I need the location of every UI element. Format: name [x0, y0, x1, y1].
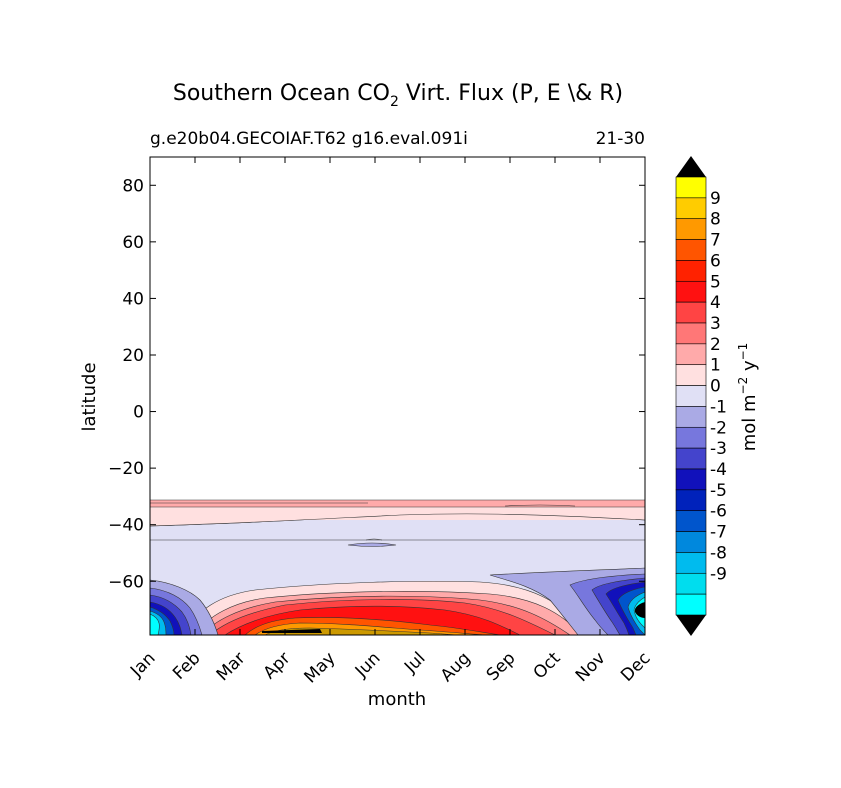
colorbar-tick-label: -9 [710, 564, 727, 584]
x-tick-label: Sep [483, 648, 520, 685]
y-axis: 80 60 40 20 0 −20 −40 −60 [108, 176, 645, 592]
colorbar-swatch [675, 343, 707, 366]
colorbar-tick-label: 7 [710, 231, 721, 251]
contour-small-jun [347, 542, 397, 547]
band-1-pos [150, 499, 645, 508]
colorbar-swatch [675, 322, 707, 345]
x-tick-label: Mar [213, 648, 250, 685]
contour-small-sep [504, 504, 576, 507]
band-0-pos-wave [150, 505, 645, 527]
x-tick-label: May [301, 648, 340, 687]
colorbar-tick-label: -7 [710, 523, 727, 543]
colorbar-tick-label: 6 [710, 251, 721, 271]
colorbar-extend-min [676, 615, 706, 636]
x-tick-label: Nov [572, 648, 610, 686]
y-tick-label: −40 [108, 516, 144, 536]
colorbar-tick-label: 3 [710, 314, 721, 334]
x-tick-label: Feb [169, 648, 204, 683]
chart-title: Southern Ocean CO2 Virt. Flux (P, E \& R… [173, 81, 623, 110]
colorbar-swatch [675, 239, 707, 261]
y-tick-label: 80 [122, 176, 144, 196]
colorbar-tick-label: 5 [710, 272, 721, 292]
colorbar-swatch [675, 197, 707, 220]
subtitle-right: 21-30 [596, 129, 645, 149]
x-axis-label: month [368, 689, 426, 710]
colorbar-tick-label: 1 [710, 356, 721, 376]
y-tick-label: 40 [122, 289, 144, 309]
colorbar-swatch [675, 552, 707, 574]
colorbar-tick-label: -3 [710, 439, 727, 459]
colorbar-tick-label: 4 [710, 293, 721, 313]
y-tick-label: 0 [133, 403, 144, 423]
x-tick-label: Oct [530, 648, 565, 683]
contour-small-jun2 [365, 538, 383, 541]
colorbar-swatch [675, 406, 707, 428]
colorbar-swatch [675, 364, 707, 386]
y-tick-label: −20 [108, 459, 144, 479]
colorbar-label: mol m−2 y−1 [736, 343, 760, 452]
y-tick-label: 20 [122, 346, 144, 366]
colorbar-swatch [675, 572, 707, 595]
colorbar-swatch [675, 593, 707, 616]
colorbar-tick-label: -8 [710, 543, 727, 563]
plot-area [150, 157, 645, 635]
x-tick-label: Jul [400, 648, 429, 677]
colorbar-tick-label: -2 [710, 418, 727, 438]
x-tick-label: Apr [260, 648, 295, 683]
colorbar-tick-label: -6 [710, 502, 727, 522]
subtitle-left: g.e20b04.GECOIAF.T62 g16.eval.091i [150, 129, 468, 149]
colorbar-tick-label: -4 [710, 460, 727, 480]
colorbar-swatch [675, 280, 707, 303]
colorbar-extend-max [676, 156, 706, 177]
colorbar-swatch [675, 426, 707, 449]
colorbar-swatch [675, 468, 707, 491]
colorbar-tick-label: 8 [710, 210, 721, 230]
x-tick-label: Aug [437, 648, 475, 686]
y-tick-label: 60 [122, 233, 144, 253]
colorbar-swatch [675, 531, 707, 553]
plot-frame [149, 156, 646, 636]
colorbar-swatch [675, 260, 707, 282]
jan-flux-level-7 [150, 613, 160, 635]
colorbar-swatch [675, 510, 707, 532]
colorbar-swatch [675, 489, 707, 512]
y-axis-label: latitude [79, 362, 100, 431]
colorbar-tick-label: 2 [710, 335, 721, 355]
dec-flux-black-core [634, 602, 645, 618]
x-tick-label: Jan [126, 648, 159, 681]
colorbar-tick-label: 0 [710, 377, 721, 397]
colorbar-tick-label: -5 [710, 481, 727, 501]
colorbar-tick-label: 9 [710, 189, 721, 209]
colorbar-swatch [675, 385, 707, 407]
colorbar-swatch [675, 301, 707, 324]
y-tick-label: −60 [108, 572, 144, 592]
colorbar-swatch [675, 218, 707, 240]
colorbar-swatch [675, 447, 707, 470]
colorbar-tick-label: -1 [710, 397, 727, 417]
colorbar-swatch [675, 176, 707, 199]
winter-flux-level-8 [262, 629, 322, 633]
x-tick-label: Jun [351, 648, 385, 682]
x-tick-label: Dec [617, 648, 654, 685]
